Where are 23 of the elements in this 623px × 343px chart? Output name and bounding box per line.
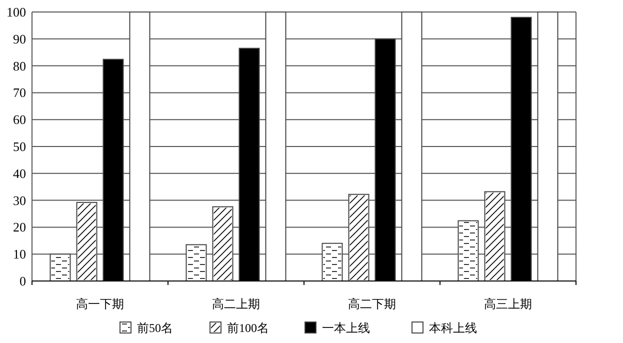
x-tick-label: 高三上期 [484, 297, 532, 311]
y-tick-label: 60 [13, 112, 26, 128]
legend-label: 一本上线 [322, 321, 370, 335]
bar [401, 12, 422, 282]
y-tick-label: 40 [13, 166, 26, 181]
y-tick-label: 0 [20, 274, 26, 288]
x-tick-label: 高二下期 [348, 297, 396, 311]
x-tick-label: 高二上期 [212, 297, 260, 311]
y-tick-label: 70 [13, 85, 26, 100]
bar [265, 12, 286, 282]
bar [537, 12, 558, 282]
legend-label: 前100名 [227, 321, 269, 335]
y-tick-label: 30 [13, 192, 26, 208]
legend-label: 本科上线 [429, 321, 477, 335]
y-tick-label: 50 [13, 139, 26, 154]
y-tick-label: 100 [6, 4, 26, 20]
y-tick-label: 10 [13, 246, 26, 262]
legend-label: 前50名 [137, 321, 173, 335]
bar [129, 12, 150, 282]
y-tick-label: 90 [13, 31, 26, 46]
x-tick-label: 高一下期 [76, 297, 124, 311]
y-tick-label: 20 [13, 220, 26, 235]
y-tick-label: 80 [13, 58, 26, 74]
